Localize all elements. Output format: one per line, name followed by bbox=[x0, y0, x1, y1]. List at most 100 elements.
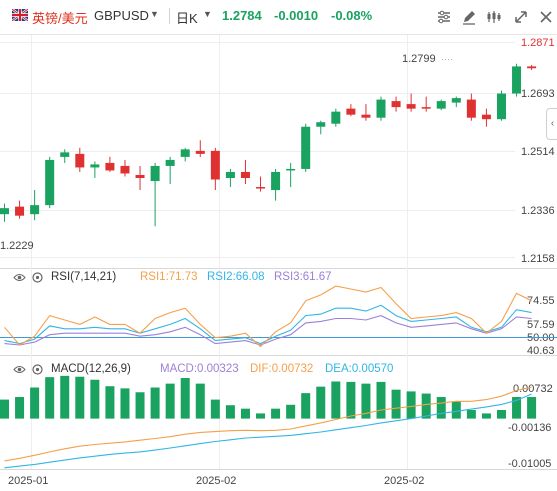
macd-bar bbox=[481, 413, 491, 419]
macd-legend: MACD(12,26,9) MACD:0.00323 DIF:0.00732 D… bbox=[0, 363, 420, 379]
y-tick-label: 1.2336 bbox=[521, 205, 555, 217]
last-price: 1.2784 bbox=[222, 8, 262, 23]
macd-bar bbox=[527, 397, 537, 419]
macd-bar bbox=[180, 378, 190, 419]
draw-tool-icon[interactable] bbox=[459, 7, 479, 27]
rsi-series bbox=[4, 285, 532, 348]
pair-code[interactable]: GBPUSD bbox=[94, 8, 149, 23]
y-tick-label: 1.2514 bbox=[521, 146, 555, 158]
macd-bar bbox=[105, 386, 115, 419]
candle-body bbox=[30, 205, 40, 215]
macd-bar bbox=[195, 383, 205, 419]
candle-body bbox=[421, 107, 431, 109]
candle-body bbox=[361, 114, 371, 118]
rsi1-line bbox=[4, 285, 532, 348]
price-change-pct: -0.08% bbox=[331, 8, 373, 23]
header-divider bbox=[169, 8, 170, 24]
y-tick-label: 1.2871 bbox=[521, 37, 555, 49]
high-price-dots: ···· bbox=[441, 54, 453, 64]
macd-bar bbox=[316, 386, 326, 419]
main-y-axis: 1.2871 1.2693 1.2514 1.2336 1.2158 bbox=[0, 37, 555, 265]
y-tick-label: -0.00136 bbox=[508, 422, 551, 434]
macd-bar bbox=[421, 393, 431, 419]
settings-icon[interactable] bbox=[434, 7, 454, 27]
macd-lines bbox=[4, 386, 532, 469]
eye-icon[interactable] bbox=[13, 271, 26, 284]
macd-y-axis: 0.00732 -0.00136 -0.01005 bbox=[508, 383, 553, 470]
dea-value: DEA:0.00570 bbox=[325, 363, 394, 375]
candle-body bbox=[225, 171, 235, 178]
candle-body bbox=[496, 93, 506, 120]
y-tick-label: 74.55 bbox=[527, 295, 555, 307]
candle-body bbox=[256, 187, 266, 189]
candle-body bbox=[527, 66, 537, 69]
macd-value: MACD:0.00323 bbox=[160, 363, 239, 375]
compare-icon[interactable] bbox=[511, 7, 531, 27]
candle-body bbox=[346, 108, 356, 115]
candle-body bbox=[165, 159, 175, 166]
chevron-down-icon[interactable]: ▼ bbox=[203, 9, 212, 19]
candle-body bbox=[60, 152, 70, 157]
candle-body bbox=[195, 150, 205, 154]
gear-icon[interactable] bbox=[31, 363, 44, 376]
high-price-label: 1.2799 bbox=[402, 53, 436, 65]
collapse-panel-tab[interactable]: ‹ bbox=[546, 108, 557, 140]
macd-bar bbox=[361, 383, 371, 419]
candle-body bbox=[331, 111, 341, 124]
candle-body bbox=[15, 206, 25, 216]
low-price-label: 1.2229 bbox=[0, 240, 34, 252]
candle-body bbox=[436, 101, 446, 109]
candle-body bbox=[150, 165, 160, 182]
macd-bar bbox=[135, 392, 145, 419]
candlestick-series bbox=[0, 63, 537, 227]
period-selector[interactable]: 日K bbox=[176, 11, 198, 26]
candle-body bbox=[180, 149, 190, 157]
x-tick-label: 2025-02 bbox=[196, 475, 236, 487]
y-tick-label: 57.59 bbox=[527, 319, 555, 331]
dif-value: DIF:0.00732 bbox=[250, 363, 314, 375]
macd-bar bbox=[271, 408, 281, 419]
macd-bar bbox=[120, 388, 130, 419]
rsi1-value: RSI1:71.73 bbox=[140, 271, 198, 283]
macd-bar bbox=[240, 408, 250, 419]
macd-bar bbox=[75, 376, 85, 419]
eye-icon[interactable] bbox=[13, 363, 26, 376]
gear-icon[interactable] bbox=[31, 271, 44, 284]
x-tick-label: 2025-01 bbox=[8, 475, 48, 487]
y-tick-label: -0.01005 bbox=[508, 458, 551, 470]
macd-bar bbox=[391, 389, 401, 419]
rsi3-value: RSI3:61.67 bbox=[274, 271, 332, 283]
macd-bar bbox=[512, 397, 522, 419]
macd-bar bbox=[436, 397, 446, 419]
candle-body bbox=[466, 99, 476, 118]
macd-bar bbox=[406, 391, 416, 419]
x-axis: 2025-01 2025-02 2025-02 bbox=[8, 475, 424, 487]
macd-bar bbox=[0, 399, 9, 419]
candle-body bbox=[451, 98, 461, 103]
chart-header: 英镑/美元 GBPUSD ▼ 日K ▼ 1.2784 -0.0010 -0.08… bbox=[0, 0, 557, 34]
macd-bar bbox=[376, 381, 386, 419]
macd-bar bbox=[301, 393, 311, 419]
candle-body bbox=[286, 168, 296, 171]
macd-histogram bbox=[0, 375, 537, 419]
rsi-y-axis: 74.55 57.59 50.00 40.63 bbox=[527, 295, 555, 357]
macd-bar bbox=[256, 413, 266, 419]
candle-body bbox=[406, 104, 416, 109]
candle-body bbox=[0, 208, 9, 215]
candle-body bbox=[391, 101, 401, 108]
indicator-icon[interactable] bbox=[484, 7, 504, 27]
chevron-down-icon[interactable]: ▼ bbox=[150, 9, 159, 19]
close-icon[interactable] bbox=[536, 7, 556, 27]
macd-bar bbox=[331, 381, 341, 419]
y-tick-label: 1.2693 bbox=[521, 88, 555, 100]
x-tick-label: 2025-02 bbox=[384, 475, 424, 487]
candle-body bbox=[90, 164, 100, 168]
macd-bar bbox=[30, 387, 40, 419]
candle-body bbox=[301, 126, 311, 169]
candle-body bbox=[135, 174, 145, 178]
candle-body bbox=[120, 165, 130, 174]
y-tick-label: 1.2158 bbox=[521, 253, 555, 265]
y-tick-label: 0.00732 bbox=[513, 383, 553, 395]
macd-bar bbox=[225, 405, 235, 419]
pair-name[interactable]: 英镑/美元 bbox=[32, 11, 88, 26]
